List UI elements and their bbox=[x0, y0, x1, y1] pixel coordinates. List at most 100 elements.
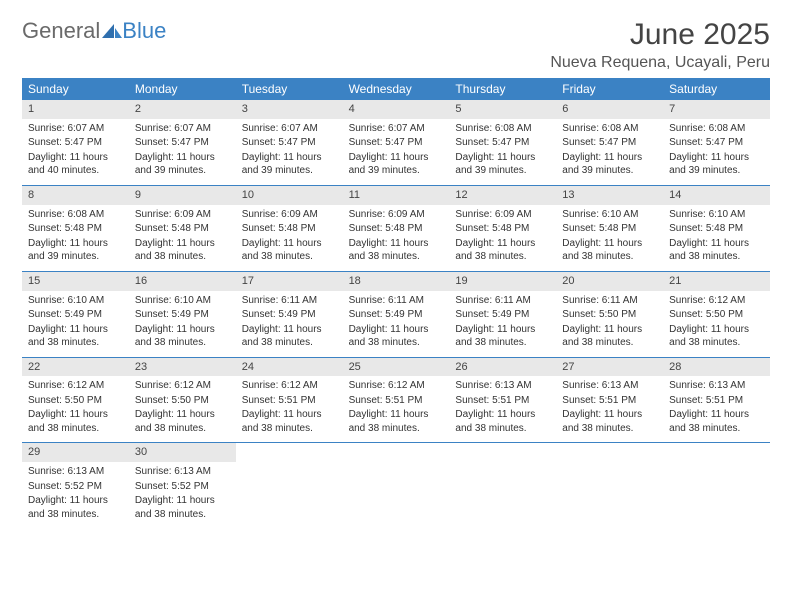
sunrise-text: Sunrise: 6:09 AM bbox=[455, 208, 550, 222]
day-cell: 12Sunrise: 6:09 AMSunset: 5:48 PMDayligh… bbox=[449, 186, 556, 271]
day-cell: 9Sunrise: 6:09 AMSunset: 5:48 PMDaylight… bbox=[129, 186, 236, 271]
day-body: Sunrise: 6:09 AMSunset: 5:48 PMDaylight:… bbox=[236, 205, 343, 271]
day-number: 13 bbox=[556, 186, 663, 205]
day-cell bbox=[449, 443, 556, 528]
day-body: Sunrise: 6:11 AMSunset: 5:49 PMDaylight:… bbox=[449, 291, 556, 357]
sunset-text: Sunset: 5:47 PM bbox=[349, 136, 444, 150]
sunset-text: Sunset: 5:51 PM bbox=[669, 394, 764, 408]
weeks-container: 1Sunrise: 6:07 AMSunset: 5:47 PMDaylight… bbox=[22, 100, 770, 528]
daylight-text: Daylight: 11 hours and 38 minutes. bbox=[242, 237, 337, 264]
day-cell: 5Sunrise: 6:08 AMSunset: 5:47 PMDaylight… bbox=[449, 100, 556, 185]
daylight-text: Daylight: 11 hours and 38 minutes. bbox=[135, 323, 230, 350]
day-cell: 28Sunrise: 6:13 AMSunset: 5:51 PMDayligh… bbox=[663, 358, 770, 443]
day-number: 1 bbox=[22, 100, 129, 119]
weekday-header: Tuesday bbox=[236, 78, 343, 100]
sunrise-text: Sunrise: 6:12 AM bbox=[669, 294, 764, 308]
day-number: 18 bbox=[343, 272, 450, 291]
daylight-text: Daylight: 11 hours and 38 minutes. bbox=[669, 237, 764, 264]
day-body: Sunrise: 6:08 AMSunset: 5:47 PMDaylight:… bbox=[449, 119, 556, 185]
day-number: 16 bbox=[129, 272, 236, 291]
day-cell: 8Sunrise: 6:08 AMSunset: 5:48 PMDaylight… bbox=[22, 186, 129, 271]
day-cell: 16Sunrise: 6:10 AMSunset: 5:49 PMDayligh… bbox=[129, 272, 236, 357]
day-number: 3 bbox=[236, 100, 343, 119]
sunrise-text: Sunrise: 6:08 AM bbox=[669, 122, 764, 136]
day-cell: 13Sunrise: 6:10 AMSunset: 5:48 PMDayligh… bbox=[556, 186, 663, 271]
sunrise-text: Sunrise: 6:07 AM bbox=[28, 122, 123, 136]
day-number: 7 bbox=[663, 100, 770, 119]
day-number: 27 bbox=[556, 358, 663, 377]
sunset-text: Sunset: 5:48 PM bbox=[562, 222, 657, 236]
daylight-text: Daylight: 11 hours and 38 minutes. bbox=[349, 237, 444, 264]
weekday-header: Monday bbox=[129, 78, 236, 100]
daylight-text: Daylight: 11 hours and 40 minutes. bbox=[28, 151, 123, 178]
sunrise-text: Sunrise: 6:11 AM bbox=[349, 294, 444, 308]
sunrise-text: Sunrise: 6:13 AM bbox=[669, 379, 764, 393]
daylight-text: Daylight: 11 hours and 38 minutes. bbox=[349, 323, 444, 350]
header: General Blue June 2025 Nueva Requena, Uc… bbox=[22, 18, 770, 72]
sunset-text: Sunset: 5:48 PM bbox=[242, 222, 337, 236]
day-number: 21 bbox=[663, 272, 770, 291]
daylight-text: Daylight: 11 hours and 39 minutes. bbox=[242, 151, 337, 178]
weekday-header: Saturday bbox=[663, 78, 770, 100]
daylight-text: Daylight: 11 hours and 39 minutes. bbox=[669, 151, 764, 178]
day-cell: 18Sunrise: 6:11 AMSunset: 5:49 PMDayligh… bbox=[343, 272, 450, 357]
day-cell: 29Sunrise: 6:13 AMSunset: 5:52 PMDayligh… bbox=[22, 443, 129, 528]
day-body: Sunrise: 6:08 AMSunset: 5:48 PMDaylight:… bbox=[22, 205, 129, 271]
sunrise-text: Sunrise: 6:13 AM bbox=[28, 465, 123, 479]
day-number: 30 bbox=[129, 443, 236, 462]
day-cell: 21Sunrise: 6:12 AMSunset: 5:50 PMDayligh… bbox=[663, 272, 770, 357]
day-cell: 10Sunrise: 6:09 AMSunset: 5:48 PMDayligh… bbox=[236, 186, 343, 271]
sunrise-text: Sunrise: 6:08 AM bbox=[455, 122, 550, 136]
sunset-text: Sunset: 5:47 PM bbox=[28, 136, 123, 150]
day-body: Sunrise: 6:07 AMSunset: 5:47 PMDaylight:… bbox=[22, 119, 129, 185]
day-cell bbox=[236, 443, 343, 528]
weekday-header: Thursday bbox=[449, 78, 556, 100]
day-cell: 7Sunrise: 6:08 AMSunset: 5:47 PMDaylight… bbox=[663, 100, 770, 185]
day-body: Sunrise: 6:09 AMSunset: 5:48 PMDaylight:… bbox=[343, 205, 450, 271]
daylight-text: Daylight: 11 hours and 39 minutes. bbox=[135, 151, 230, 178]
weekday-header-row: Sunday Monday Tuesday Wednesday Thursday… bbox=[22, 78, 770, 100]
day-cell: 17Sunrise: 6:11 AMSunset: 5:49 PMDayligh… bbox=[236, 272, 343, 357]
sunset-text: Sunset: 5:49 PM bbox=[455, 308, 550, 322]
daylight-text: Daylight: 11 hours and 38 minutes. bbox=[562, 237, 657, 264]
daylight-text: Daylight: 11 hours and 39 minutes. bbox=[28, 237, 123, 264]
day-number: 10 bbox=[236, 186, 343, 205]
title-block: June 2025 Nueva Requena, Ucayali, Peru bbox=[550, 18, 770, 72]
daylight-text: Daylight: 11 hours and 38 minutes. bbox=[562, 408, 657, 435]
day-body: Sunrise: 6:13 AMSunset: 5:52 PMDaylight:… bbox=[22, 462, 129, 528]
sunset-text: Sunset: 5:48 PM bbox=[135, 222, 230, 236]
sunset-text: Sunset: 5:51 PM bbox=[349, 394, 444, 408]
day-body: Sunrise: 6:13 AMSunset: 5:51 PMDaylight:… bbox=[449, 376, 556, 442]
sunset-text: Sunset: 5:52 PM bbox=[135, 480, 230, 494]
sunrise-text: Sunrise: 6:09 AM bbox=[242, 208, 337, 222]
day-cell: 14Sunrise: 6:10 AMSunset: 5:48 PMDayligh… bbox=[663, 186, 770, 271]
day-cell: 27Sunrise: 6:13 AMSunset: 5:51 PMDayligh… bbox=[556, 358, 663, 443]
sunrise-text: Sunrise: 6:07 AM bbox=[242, 122, 337, 136]
day-cell: 3 Sunrise: 6:07 AMSunset: 5:47 PMDaylight… bbox=[236, 100, 343, 185]
daylight-text: Daylight: 11 hours and 38 minutes. bbox=[28, 494, 123, 521]
day-body: Sunrise: 6:09 AMSunset: 5:48 PMDaylight:… bbox=[129, 205, 236, 271]
day-body: Sunrise: 6:13 AMSunset: 5:51 PMDaylight:… bbox=[663, 376, 770, 442]
day-number: 24 bbox=[236, 358, 343, 377]
sunset-text: Sunset: 5:51 PM bbox=[242, 394, 337, 408]
day-cell: 19Sunrise: 6:11 AMSunset: 5:49 PMDayligh… bbox=[449, 272, 556, 357]
sunset-text: Sunset: 5:47 PM bbox=[242, 136, 337, 150]
daylight-text: Daylight: 11 hours and 38 minutes. bbox=[28, 323, 123, 350]
day-body: Sunrise: 6:12 AMSunset: 5:50 PMDaylight:… bbox=[22, 376, 129, 442]
weekday-header: Wednesday bbox=[343, 78, 450, 100]
day-body: Sunrise: 6:13 AMSunset: 5:51 PMDaylight:… bbox=[556, 376, 663, 442]
day-body: Sunrise: 6:10 AMSunset: 5:48 PMDaylight:… bbox=[663, 205, 770, 271]
daylight-text: Daylight: 11 hours and 38 minutes. bbox=[562, 323, 657, 350]
day-cell: 6Sunrise: 6:08 AMSunset: 5:47 PMDaylight… bbox=[556, 100, 663, 185]
sunrise-text: Sunrise: 6:12 AM bbox=[135, 379, 230, 393]
sunset-text: Sunset: 5:50 PM bbox=[135, 394, 230, 408]
daylight-text: Daylight: 11 hours and 38 minutes. bbox=[669, 323, 764, 350]
day-body: Sunrise: 6:13 AMSunset: 5:52 PMDaylight:… bbox=[129, 462, 236, 528]
day-body: Sunrise: 6:12 AMSunset: 5:50 PMDaylight:… bbox=[129, 376, 236, 442]
day-body: Sunrise: 6:07 AMSunset: 5:47 PMDaylight:… bbox=[129, 119, 236, 185]
day-cell: 15Sunrise: 6:10 AMSunset: 5:49 PMDayligh… bbox=[22, 272, 129, 357]
sunrise-text: Sunrise: 6:11 AM bbox=[242, 294, 337, 308]
sunrise-text: Sunrise: 6:09 AM bbox=[135, 208, 230, 222]
sunrise-text: Sunrise: 6:13 AM bbox=[562, 379, 657, 393]
day-body: Sunrise: 6:11 AMSunset: 5:49 PMDaylight:… bbox=[236, 291, 343, 357]
